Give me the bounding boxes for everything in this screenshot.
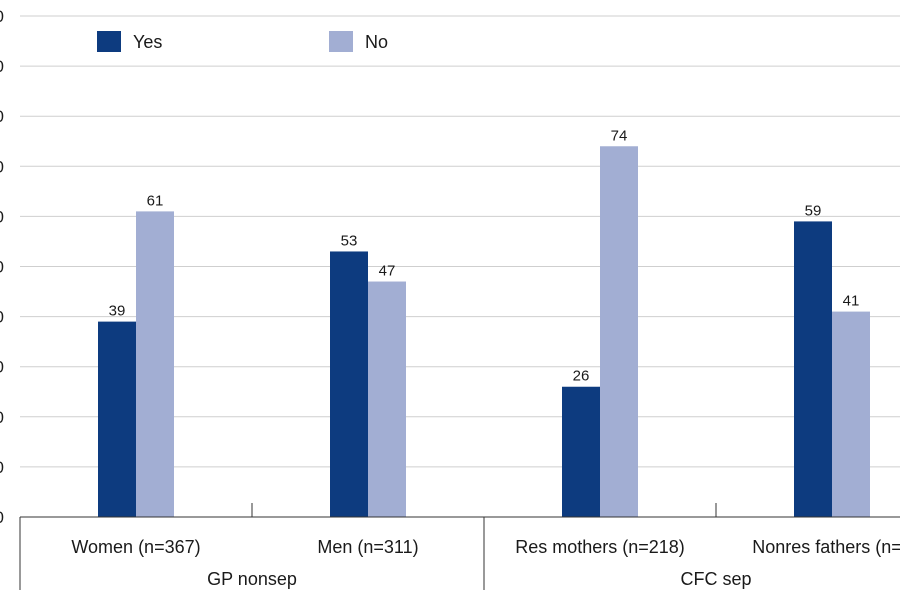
category-label: Men (n=311) — [317, 537, 418, 557]
y-tick-label: 0 — [0, 57, 4, 76]
bar — [562, 386, 600, 517]
bar — [330, 251, 368, 517]
category-label: Women (n=367) — [71, 537, 200, 557]
bar — [368, 281, 406, 517]
legend-swatch — [329, 31, 353, 52]
data-label: 59 — [805, 202, 822, 219]
group-label: GP nonsep — [207, 569, 297, 589]
data-label: 39 — [109, 303, 126, 320]
bar — [600, 146, 638, 517]
y-tick-label: 0 — [0, 157, 4, 176]
y-axis-ticks: 0 0 0 0 0 0 0 0 0 0 0 — [0, 7, 4, 527]
y-tick-label: 0 — [0, 508, 4, 527]
data-label: 74 — [611, 127, 628, 144]
data-label: 61 — [147, 192, 164, 209]
data-label: 47 — [379, 263, 396, 280]
bars — [98, 146, 870, 517]
group-label: CFC sep — [680, 569, 751, 589]
legend: Yes No — [97, 31, 388, 52]
bar — [794, 221, 832, 517]
y-tick-label: 0 — [0, 7, 4, 26]
data-labels: 39 53 26 59 61 47 74 41 — [109, 127, 860, 384]
data-label: 53 — [341, 232, 358, 249]
legend-swatch — [97, 31, 121, 52]
category-label: Nonres fathers (n=1 — [752, 537, 900, 557]
y-tick-label: 0 — [0, 107, 4, 126]
legend-label: Yes — [133, 32, 162, 52]
data-label: 41 — [843, 293, 860, 310]
y-tick-label: 0 — [0, 207, 4, 226]
y-tick-label: 0 — [0, 458, 4, 477]
legend-label: No — [365, 32, 388, 52]
y-tick-label: 0 — [0, 308, 4, 327]
bar — [136, 211, 174, 517]
y-tick-label: 0 — [0, 408, 4, 427]
category-label: Res mothers (n=218) — [515, 537, 685, 557]
y-tick-label: 0 — [0, 358, 4, 377]
y-tick-label: 0 — [0, 258, 4, 277]
bar — [98, 321, 136, 517]
x-axis: Women (n=367) Men (n=311) Res mothers (n=2… — [19, 503, 900, 590]
bar — [832, 311, 870, 517]
data-label: 26 — [573, 368, 590, 385]
